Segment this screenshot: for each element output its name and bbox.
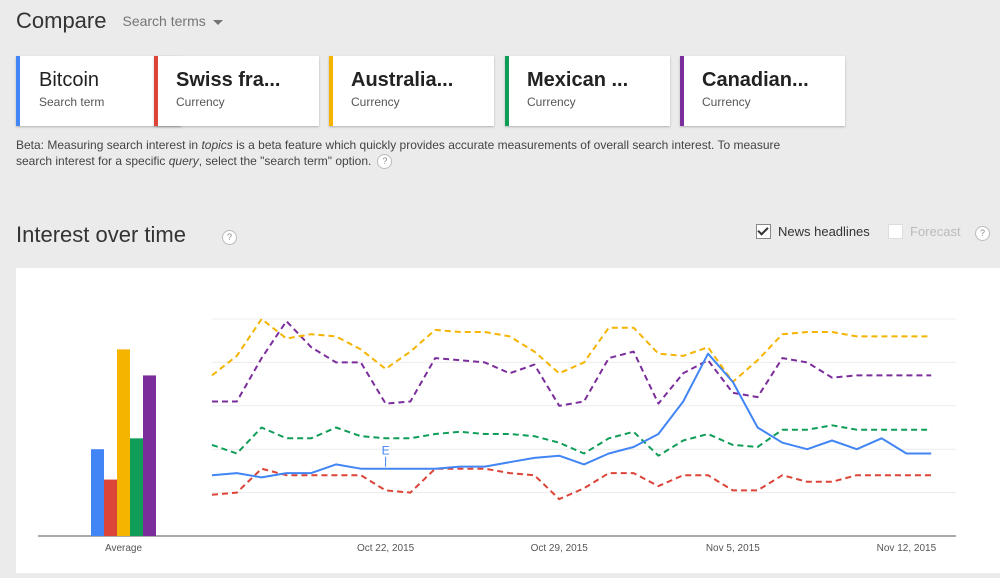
interest-over-time-chart: Average E Oct 22, 2015 Oct 29, 2015 Nov 5, 2… [16,268,1000,573]
term-card-australian-dollar[interactable]: Australia... Currency [329,56,494,126]
term-card-swiss-franc[interactable]: Swiss fra... Currency [154,56,319,126]
news-headlines-toggle[interactable]: News headlines [756,224,870,239]
term-type: Search term [39,95,105,109]
forecast-label: Forecast [910,224,961,239]
beta-notice: Beta: Measuring search interest in topic… [16,137,786,170]
term-name: Australia... [351,69,454,91]
search-terms-dropdown[interactable]: Search terms [122,13,223,29]
series-line [211,352,932,479]
section-title: Interest over time [16,222,186,247]
term-type: Currency [351,95,400,109]
series-line [211,318,932,383]
term-card-canadian-dollar[interactable]: Canadian... Currency [680,56,845,126]
average-bar [117,349,130,536]
average-bar [91,449,104,536]
average-bar [104,479,117,536]
term-name: Mexican ... [527,69,629,91]
term-card-mexican-peso[interactable]: Mexican ... Currency [505,56,670,126]
x-tick-label: Oct 22, 2015 [357,543,415,554]
beta-text-3: , select the "search term" option. [198,154,372,168]
annotation-label: E [382,444,390,458]
term-name: Swiss fra... [176,69,281,91]
average-bar [130,438,143,536]
news-headlines-label: News headlines [778,224,870,239]
caret-down-icon [212,19,223,25]
chart-svg: Average E Oct 22, 2015 Oct 29, 2015 Nov 5, 2… [38,318,956,554]
term-card-bitcoin[interactable]: Bitcoin Search term [16,56,181,126]
series-line [211,424,932,457]
forecast-toggle: Forecast [888,224,961,239]
search-terms-dropdown-label: Search terms [122,13,206,29]
term-name: Canadian... [702,69,809,91]
beta-query-em: query [168,154,199,168]
term-name: Bitcoin [39,69,100,91]
forecast-checkbox [888,224,903,239]
news-headlines-checkbox[interactable] [756,224,771,239]
x-tick-label: Nov 12, 2015 [877,543,937,554]
help-icon[interactable]: ? [377,154,393,170]
help-icon[interactable]: ? [975,226,990,241]
compare-header: Compare Search terms [16,8,223,34]
beta-text-1: Beta: Measuring search interest in [16,138,202,152]
term-type: Currency [527,95,576,109]
beta-text-2: is a beta feature which quickly provides… [16,138,781,168]
average-label: Average [105,543,143,554]
term-type: Currency [702,95,751,109]
x-tick-label: Nov 5, 2015 [706,543,760,554]
beta-topics-em: topics [201,138,233,152]
help-icon[interactable]: ? [222,230,237,245]
x-tick-label: Oct 29, 2015 [531,543,589,554]
series-line [211,467,932,501]
average-bar [143,375,156,536]
series-line [212,320,932,407]
compare-title: Compare [16,8,107,33]
term-type: Currency [176,95,225,109]
